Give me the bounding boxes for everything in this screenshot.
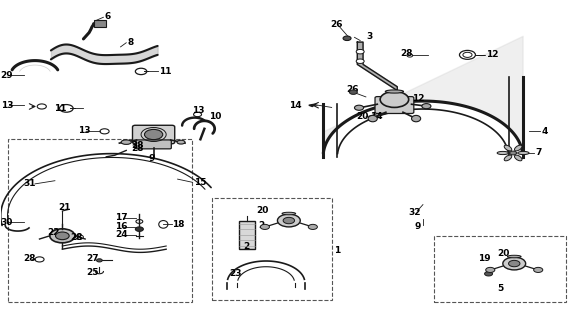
- Text: 9: 9: [414, 222, 421, 231]
- Text: 26: 26: [331, 20, 343, 29]
- Text: 4: 4: [542, 127, 548, 136]
- Text: 20: 20: [497, 249, 510, 258]
- Text: 29: 29: [1, 71, 13, 80]
- Text: 13: 13: [1, 101, 13, 110]
- Circle shape: [355, 105, 364, 110]
- Circle shape: [349, 90, 358, 94]
- Text: 8: 8: [128, 38, 134, 47]
- Text: 24: 24: [115, 230, 128, 239]
- Text: 22: 22: [47, 228, 60, 236]
- Text: 30: 30: [1, 218, 13, 227]
- FancyBboxPatch shape: [136, 140, 171, 149]
- Text: 13: 13: [142, 125, 154, 134]
- Bar: [434, 236, 566, 302]
- Polygon shape: [309, 104, 316, 107]
- Text: 3: 3: [366, 32, 372, 41]
- Ellipse shape: [504, 155, 512, 161]
- Ellipse shape: [518, 151, 529, 155]
- Circle shape: [145, 129, 163, 140]
- Text: 32: 32: [408, 208, 421, 217]
- Ellipse shape: [497, 151, 509, 155]
- Ellipse shape: [282, 212, 296, 215]
- Text: 19: 19: [478, 254, 490, 263]
- Text: 16: 16: [115, 222, 128, 231]
- Text: 21: 21: [58, 203, 70, 212]
- Ellipse shape: [514, 145, 522, 151]
- Circle shape: [136, 227, 144, 231]
- Bar: [212, 198, 332, 300]
- Circle shape: [283, 217, 295, 224]
- Text: 11: 11: [54, 104, 66, 113]
- Circle shape: [356, 59, 364, 63]
- Ellipse shape: [177, 140, 185, 144]
- Text: 11: 11: [159, 67, 171, 76]
- Text: 20: 20: [356, 113, 368, 122]
- Text: 10: 10: [209, 112, 221, 121]
- Text: 15: 15: [193, 178, 206, 187]
- Text: 1: 1: [334, 246, 340, 255]
- Text: 23: 23: [229, 268, 241, 278]
- Text: 2: 2: [259, 221, 265, 230]
- Circle shape: [503, 257, 526, 270]
- Circle shape: [534, 268, 543, 272]
- Circle shape: [308, 224, 317, 229]
- Circle shape: [55, 232, 69, 240]
- FancyBboxPatch shape: [375, 97, 414, 114]
- Bar: [7, 139, 192, 302]
- Text: 25: 25: [86, 268, 99, 277]
- Circle shape: [422, 104, 431, 109]
- Circle shape: [97, 259, 102, 262]
- Bar: [94, 20, 106, 27]
- Ellipse shape: [411, 116, 420, 122]
- Ellipse shape: [504, 145, 512, 151]
- Text: 28: 28: [23, 254, 36, 263]
- Circle shape: [486, 268, 495, 272]
- Text: 6: 6: [105, 12, 111, 21]
- Text: 14: 14: [371, 112, 383, 121]
- Text: 9: 9: [149, 154, 155, 163]
- Circle shape: [510, 151, 517, 155]
- Circle shape: [484, 271, 492, 276]
- Text: 2: 2: [243, 242, 249, 251]
- Text: 5: 5: [497, 284, 503, 292]
- Circle shape: [380, 92, 408, 108]
- Text: 31: 31: [23, 180, 36, 188]
- Text: 12: 12: [411, 94, 424, 103]
- Text: 20: 20: [256, 206, 269, 215]
- Text: 14: 14: [289, 101, 302, 110]
- Text: 28: 28: [131, 144, 144, 153]
- Text: 7: 7: [535, 148, 542, 157]
- Ellipse shape: [368, 116, 378, 122]
- Text: 13: 13: [78, 126, 91, 135]
- Circle shape: [509, 260, 520, 267]
- Text: 28: 28: [70, 233, 83, 242]
- Ellipse shape: [514, 155, 522, 161]
- Circle shape: [260, 224, 269, 229]
- Text: 12: 12: [486, 50, 498, 59]
- Text: 13: 13: [192, 106, 205, 115]
- FancyBboxPatch shape: [133, 125, 174, 144]
- Bar: [239, 220, 255, 249]
- Text: 28: 28: [131, 141, 144, 150]
- Circle shape: [356, 50, 364, 54]
- Text: 26: 26: [346, 85, 359, 94]
- Ellipse shape: [507, 255, 521, 258]
- Polygon shape: [358, 42, 398, 91]
- Circle shape: [277, 214, 300, 227]
- Text: 27: 27: [86, 254, 99, 263]
- Text: 18: 18: [172, 220, 184, 229]
- Text: 28: 28: [400, 49, 412, 58]
- Ellipse shape: [386, 90, 403, 93]
- Text: 17: 17: [115, 213, 128, 222]
- Circle shape: [343, 36, 351, 41]
- Circle shape: [50, 229, 75, 243]
- Ellipse shape: [121, 140, 132, 144]
